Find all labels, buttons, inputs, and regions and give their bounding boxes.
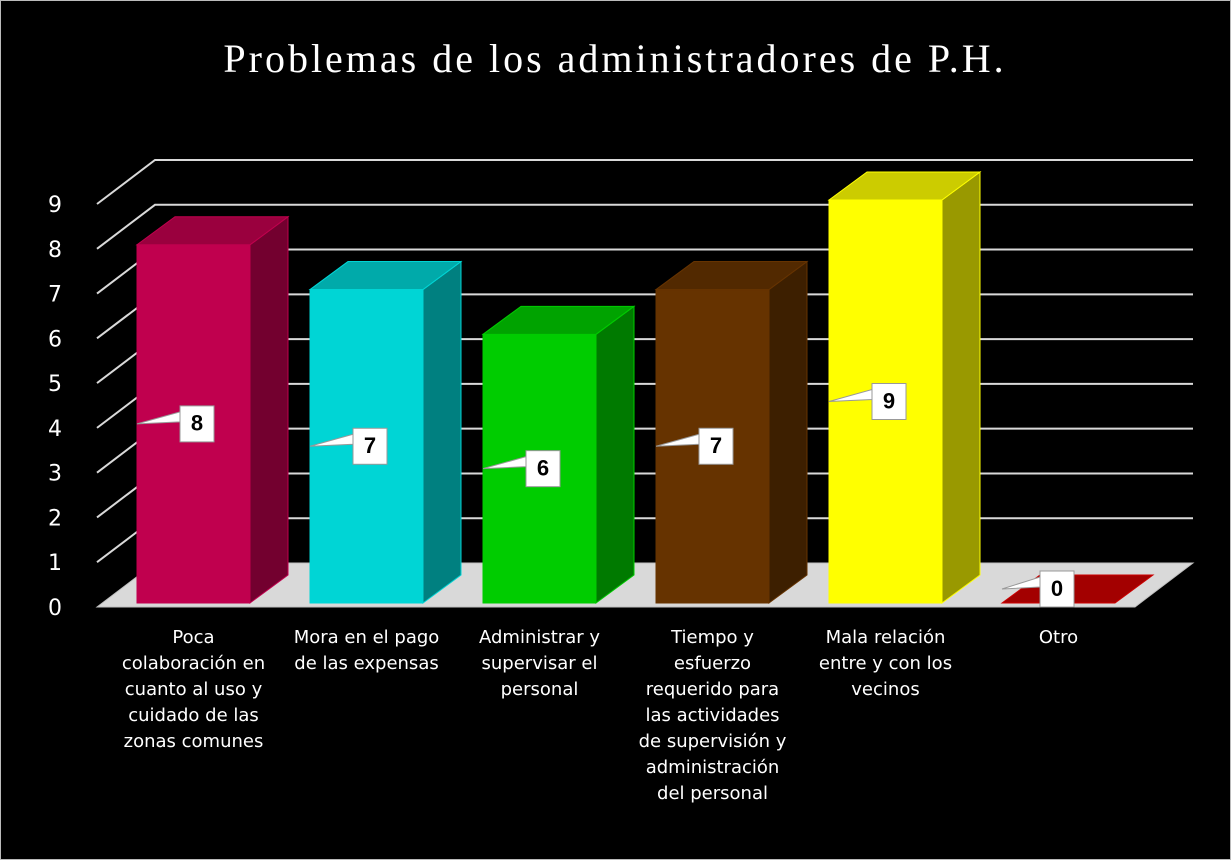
- x-tick-label: Poca colaboración en cuanto al uso y cui…: [121, 627, 266, 752]
- bar-top: [308, 261, 463, 291]
- bar-top: [827, 171, 982, 201]
- bar-side: [768, 260, 808, 604]
- y-tick-label: 7: [48, 283, 62, 308]
- x-tick-label: Otro: [1038, 627, 1079, 648]
- data-label: 6: [537, 455, 549, 480]
- y-tick-label: 6: [48, 327, 62, 352]
- y-tick-label: 5: [48, 372, 62, 397]
- data-label: 7: [710, 433, 722, 458]
- data-label: 7: [364, 433, 376, 458]
- label-box: [179, 405, 215, 443]
- label-box: [525, 450, 561, 488]
- x-tick-label: Administrar y supervisar el personal: [478, 627, 600, 700]
- y-tick-label: 9: [48, 193, 62, 218]
- bar-side: [595, 305, 635, 604]
- x-tick-label: Mala relación entre y con los vecinos: [818, 627, 953, 700]
- y-tick-label: 3: [48, 462, 62, 487]
- chart-title: Problemas de los administradores de P.H.: [223, 36, 1006, 81]
- bar-side: [422, 260, 462, 604]
- bar-top: [135, 216, 290, 246]
- bar-top: [481, 305, 636, 335]
- data-label: 8: [191, 411, 203, 436]
- data-label: 0: [1051, 576, 1063, 601]
- y-tick-label: 1: [48, 551, 62, 576]
- x-tick-label: Mora en el pago de las expensas: [293, 627, 440, 674]
- label-box: [352, 427, 388, 465]
- data-label: 9: [883, 388, 895, 413]
- bar-top: [654, 261, 809, 291]
- label-box: [698, 427, 734, 465]
- grid-line: [96, 159, 1193, 205]
- y-tick-label: 2: [48, 506, 62, 531]
- bar-side: [941, 171, 981, 604]
- y-tick-label: 0: [48, 596, 62, 621]
- label-box: [871, 383, 907, 420]
- y-tick-label: 4: [48, 417, 62, 442]
- bar-side: [249, 215, 289, 604]
- y-tick-label: 8: [48, 238, 62, 263]
- label-box: [1039, 570, 1075, 608]
- x-tick-label: Tiempo y esfuerzo requerido para las act…: [638, 627, 787, 804]
